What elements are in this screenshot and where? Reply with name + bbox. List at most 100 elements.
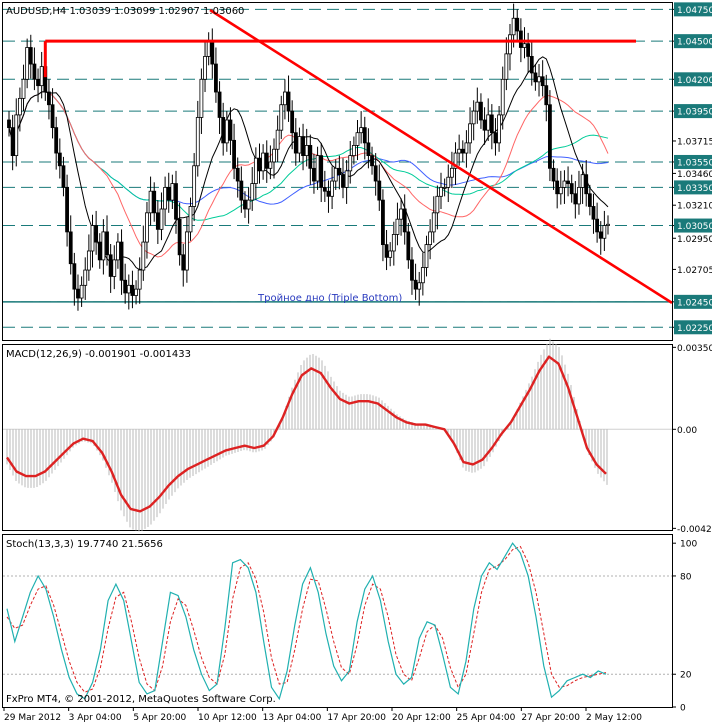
candle-body xyxy=(283,91,287,106)
x-tick-label: 20 Apr 12:00 xyxy=(392,713,451,723)
price-panel: 1.04750 1.04500 1.04200 1.03950 1.03715 1.035… xyxy=(3,2,712,335)
candle-body xyxy=(297,136,302,154)
candle-body xyxy=(370,155,374,167)
candle-body xyxy=(428,231,433,246)
candle-body xyxy=(308,145,313,169)
candle-body xyxy=(7,119,11,129)
candle-body xyxy=(232,139,236,169)
candle-body xyxy=(304,145,309,157)
y-tick-label: -0.00423 xyxy=(677,525,712,535)
candle-body xyxy=(130,284,135,296)
x-tick-label: 27 Apr 20:00 xyxy=(521,713,580,723)
candle-body xyxy=(268,161,273,169)
stoch-k-line xyxy=(6,542,607,701)
candle-body xyxy=(145,212,149,243)
candle-body xyxy=(388,250,393,258)
candle-body xyxy=(188,206,193,233)
candle-body xyxy=(511,17,516,36)
y-tick-label: 1.02250 xyxy=(677,324,712,334)
candle-body xyxy=(381,199,385,246)
candle-body xyxy=(57,152,62,167)
candle-body xyxy=(123,279,128,294)
candle-body xyxy=(326,190,331,197)
candle-body xyxy=(137,269,142,290)
candle-body xyxy=(580,174,585,188)
x-axis: 29 Mar 2012 3 Apr 04:00 5 Apr 20:00 10 Apr … xyxy=(3,707,642,723)
x-tick-label: 10 Apr 12:00 xyxy=(198,713,257,723)
candle-body xyxy=(395,218,400,235)
y-tick-label: 1.03050 xyxy=(677,222,712,232)
x-tick-label: 17 Apr 20:00 xyxy=(327,713,386,723)
candle-body xyxy=(39,66,44,87)
candle-body xyxy=(489,114,494,134)
candle-body xyxy=(464,142,469,154)
candle-body xyxy=(341,174,345,188)
y-tick-highlight xyxy=(674,294,712,309)
y-tick-highlight xyxy=(674,180,712,195)
candle-body xyxy=(126,284,131,294)
candle-body xyxy=(471,110,476,125)
candle-body xyxy=(551,167,556,182)
y-tick-label: 80 xyxy=(680,572,692,582)
candle-body xyxy=(355,132,360,146)
stoch-title: Stoch(13,3,3) 19.7740 21.5656 xyxy=(6,539,163,550)
candle-body xyxy=(177,218,182,256)
candle-body xyxy=(290,110,295,134)
candle-body xyxy=(279,104,284,131)
candle-body xyxy=(25,47,30,80)
candle-body xyxy=(210,40,215,65)
candle-body xyxy=(333,167,338,182)
y-tick-label: 1.02450 xyxy=(677,298,712,308)
candle-body xyxy=(595,218,600,233)
y-tick-label: 1.04500 xyxy=(677,38,712,48)
candle-body xyxy=(264,152,269,169)
candle-body xyxy=(330,180,334,197)
candle-body xyxy=(540,76,545,87)
candle-body xyxy=(72,263,77,290)
candle-body xyxy=(526,43,531,57)
candle-body xyxy=(217,91,222,118)
candle-body xyxy=(562,180,567,188)
candle-body xyxy=(119,241,124,281)
candle-body xyxy=(500,78,505,116)
candle-body xyxy=(83,269,88,286)
y-tick-label: 1.03460 xyxy=(677,170,712,180)
candle-body xyxy=(391,234,396,252)
y-tick-label: 100 xyxy=(680,540,697,550)
candle-body xyxy=(174,183,178,220)
candle-body xyxy=(148,190,153,214)
price-title: AUDUSD,H4 1.03039 1.03099 1.02907 1.0306… xyxy=(6,6,244,17)
pattern-annotation: Тройное дно (Triple Bottom) xyxy=(257,293,402,304)
candle-body xyxy=(518,30,523,48)
y-tick-label: 1.03950 xyxy=(677,108,712,118)
candle-body xyxy=(598,231,603,239)
candle-body xyxy=(108,254,113,277)
y-tick-label: 1.02950 xyxy=(677,235,712,245)
macd-panel: 0.00350 0.00 -0.00423 xyxy=(3,338,712,535)
candle-body xyxy=(558,186,563,195)
candle-body xyxy=(533,72,538,83)
candle-body xyxy=(253,157,258,184)
candle-body xyxy=(94,225,99,243)
descending-trendline xyxy=(209,8,673,304)
candle-body xyxy=(337,167,342,176)
candle-body xyxy=(402,208,407,233)
candle-body xyxy=(479,101,483,121)
candle-body xyxy=(105,231,109,256)
candle-body xyxy=(68,231,73,265)
candle-body xyxy=(246,199,251,210)
y-tick-highlight xyxy=(674,72,712,87)
candle-body xyxy=(460,148,465,154)
macd-signal-line xyxy=(6,355,607,513)
candle-body xyxy=(301,136,305,157)
y-tick-label: 1.03350 xyxy=(677,184,712,194)
candle-body xyxy=(584,174,589,195)
candle-body xyxy=(224,119,229,144)
candle-body xyxy=(54,127,59,154)
candle-body xyxy=(134,288,138,296)
copyright-footer: FxPro MT4, © 2001-2012, MetaQuotes Softw… xyxy=(6,694,276,705)
candle-body xyxy=(344,170,349,188)
candle-body xyxy=(112,259,117,277)
